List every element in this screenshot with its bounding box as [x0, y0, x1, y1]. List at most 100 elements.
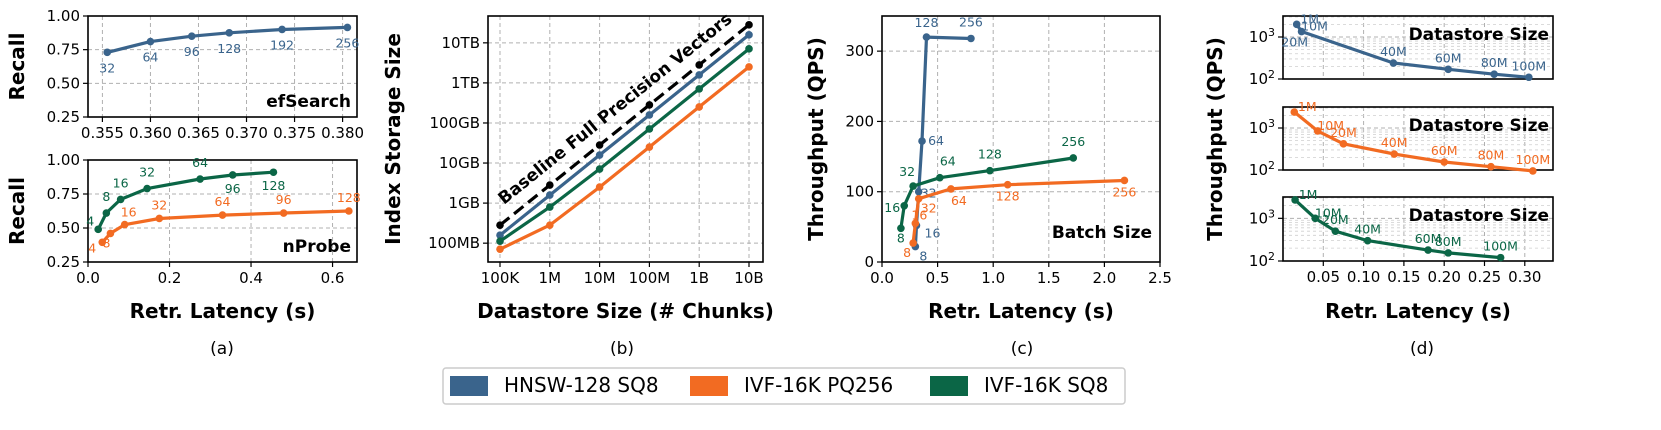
c-point-label: 8 — [903, 245, 911, 260]
a-bot-series-point — [279, 209, 288, 217]
b-series-point — [546, 191, 554, 199]
a-bot-frame — [87, 159, 358, 263]
a-top-series-point — [146, 37, 155, 46]
a-bot-ytick-label: 0.50 — [47, 219, 80, 237]
d-series-point — [1440, 158, 1448, 166]
c-point-label: 128 — [915, 15, 939, 30]
b-series-point — [745, 31, 753, 39]
b-ytick-label: 100MB — [428, 234, 480, 252]
d-point-label: 60M — [1415, 231, 1442, 246]
d-series-point — [1444, 65, 1453, 74]
d-point-label: 1M — [1299, 187, 1318, 202]
c-point-label: 32 — [921, 201, 937, 216]
b-series-point — [695, 61, 703, 69]
a-top-xtick-label: 0.355 — [81, 124, 124, 142]
a-top-point-label: 128 — [217, 41, 241, 56]
c-xtick-label: 1.5 — [1037, 269, 1061, 287]
c-point-label: 64 — [928, 133, 944, 148]
d-param-label: Datastore Size — [1409, 25, 1549, 45]
b-xtick-label: 100M — [629, 269, 671, 287]
b-series-point — [546, 221, 554, 229]
a-bot-series-point — [218, 211, 227, 219]
d-ylabel: Throughput (QPS) — [1203, 37, 1227, 241]
b-xtick-label: 1B — [689, 269, 709, 287]
d-xtick-label: 0.30 — [1508, 268, 1541, 286]
c-series-point — [936, 173, 944, 182]
a-bot-point-label: 64 — [192, 155, 208, 170]
c-series-point — [922, 33, 931, 41]
d-series-point — [1290, 108, 1299, 116]
a-top-point-label: 64 — [142, 50, 158, 65]
c-series-point — [986, 166, 994, 175]
subplot-caption: (c) — [1011, 339, 1034, 359]
b-xtick-label: 1M — [539, 269, 562, 287]
a-top-series-point — [278, 25, 286, 34]
d-series-point — [1424, 246, 1432, 254]
a-bot-point-label: 16 — [113, 175, 129, 190]
a-bot-point-label: 64 — [215, 194, 231, 209]
d-point-label: 60M — [1431, 143, 1458, 158]
b-series-point — [496, 245, 504, 253]
a-bot-param-label: nProbe — [283, 237, 351, 257]
d-series-point — [1525, 73, 1533, 82]
a-top-series-point — [187, 32, 196, 40]
a-bot-point-label: 4 — [86, 213, 94, 228]
a-top-ytick-label: 1.00 — [47, 7, 80, 25]
c-series-point — [1120, 176, 1129, 185]
d-point-label: 20M — [1330, 125, 1357, 140]
a-top-frame — [87, 15, 358, 118]
d-point-label: 40M — [1381, 135, 1408, 150]
d-series-point — [1331, 227, 1340, 235]
a-top-point-label: 256 — [335, 35, 359, 50]
c-point-label: 256 — [1061, 134, 1085, 149]
d-xlabel: Retr. Latency (s) — [1325, 299, 1511, 323]
b-series-point — [595, 141, 604, 149]
d-ytick-label: 103 — [1249, 117, 1275, 137]
a-top-series-point — [225, 29, 234, 37]
c-point-label: 16 — [911, 207, 927, 222]
c-ytick-label: 0 — [864, 253, 874, 271]
d-panel-frame — [1282, 106, 1554, 171]
d-point-label: 1M — [1300, 11, 1319, 26]
a-bot-xtick-label: 0.6 — [321, 269, 345, 287]
a-bot-point-label: 16 — [121, 205, 137, 220]
a-top-ytick-label: 0.50 — [47, 74, 80, 92]
b-series-point — [546, 181, 554, 189]
b-series-line — [498, 33, 751, 237]
d-point-label: 10M — [1315, 205, 1342, 220]
a-bot-series-point — [98, 238, 107, 247]
d-point-label: 80M — [1481, 55, 1508, 70]
d-ytick-label: 102 — [1249, 159, 1275, 179]
d-panel-frame — [1282, 15, 1554, 80]
c-point-label: 16 — [925, 225, 941, 240]
c-frame — [881, 15, 1161, 263]
a-top-xtick-label: 0.380 — [321, 124, 364, 142]
a-top-ylabel: Recall — [5, 32, 29, 100]
c-ytick-label: 100 — [845, 183, 874, 201]
c-point-label: 32 — [899, 164, 915, 179]
d-point-label: 80M — [1435, 234, 1462, 249]
b-xtick-label: 100K — [481, 269, 521, 287]
b-series-point — [695, 85, 703, 93]
b-series-point — [645, 125, 654, 133]
a-top-series-point — [343, 23, 352, 32]
d-series-point — [1297, 27, 1306, 36]
a-top-point-label: 32 — [99, 60, 115, 75]
a-bot-point-label: 96 — [276, 192, 292, 207]
d-series-point — [1339, 140, 1348, 148]
a-bot-series-point — [228, 171, 237, 179]
d-point-label: 20M — [1322, 212, 1349, 227]
subplot-caption: (d) — [1410, 339, 1434, 359]
a-bot-ytick-label: 0.25 — [47, 253, 80, 271]
b-series-point — [695, 103, 703, 111]
c-series-point — [909, 182, 917, 190]
c-xlabel: Retr. Latency (s) — [928, 299, 1114, 323]
d-point-label: 40M — [1354, 222, 1381, 237]
a-bot-point-label: 128 — [262, 178, 286, 193]
c-xtick-label: 0.0 — [870, 269, 894, 287]
c-ytick-label: 300 — [845, 42, 874, 60]
a-bot-series-point — [269, 168, 278, 177]
a-bot-point-label: 128 — [337, 190, 361, 205]
c-xtick-label: 2.5 — [1148, 269, 1172, 287]
b-ylabel: Index Storage Size — [381, 33, 405, 245]
